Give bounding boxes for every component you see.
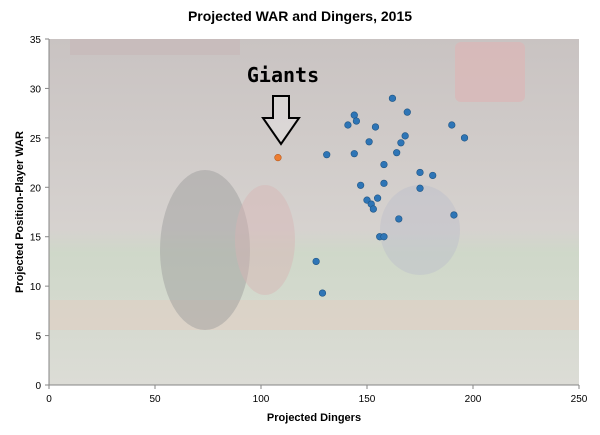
data-point — [416, 168, 424, 177]
data-point — [350, 111, 358, 119]
x-tick-label: 100 — [253, 394, 270, 405]
data-point — [448, 121, 456, 129]
x-tick-label: 200 — [465, 394, 482, 405]
data-point — [401, 132, 409, 140]
annotation-label: Giants — [247, 63, 319, 87]
data-point — [357, 181, 365, 189]
data-point — [371, 123, 380, 131]
y-tick-label: 10 — [30, 282, 42, 293]
background-photo — [49, 39, 579, 385]
data-point — [393, 149, 401, 157]
x-tick-label: 150 — [359, 394, 376, 405]
highlight-point — [274, 154, 282, 162]
y-axis-title: Projected Position-Player WAR — [14, 131, 26, 293]
data-point — [395, 215, 403, 223]
data-points — [274, 94, 469, 297]
giants-annotation: Giants — [247, 63, 319, 146]
data-point — [460, 134, 469, 142]
data-point — [369, 205, 377, 213]
x-tick-label: 0 — [46, 394, 52, 405]
data-point — [388, 94, 397, 102]
data-point — [312, 257, 320, 266]
y-tick-label: 5 — [35, 332, 41, 343]
data-point — [380, 233, 388, 241]
y-tick-label: 15 — [30, 233, 42, 244]
y-tick-label: 0 — [35, 381, 41, 392]
data-point — [429, 171, 437, 180]
data-point — [365, 138, 373, 146]
y-tick-labels: 0 5 10 15 20 25 30 35 — [30, 35, 49, 392]
data-point — [318, 289, 327, 297]
axes — [48, 39, 579, 386]
data-point — [323, 151, 331, 159]
data-point — [416, 184, 424, 192]
data-point — [374, 194, 382, 202]
down-arrow-icon — [261, 95, 301, 146]
x-tick-labels: 0 50 100 150 200 250 — [46, 385, 588, 405]
data-point — [350, 150, 358, 158]
data-point — [344, 121, 352, 129]
x-tick-label: 50 — [149, 394, 161, 405]
data-point — [380, 160, 388, 169]
data-point — [403, 108, 411, 116]
chart-title: Projected WAR and Dingers, 2015 — [188, 8, 412, 24]
data-point — [450, 211, 458, 219]
y-tick-label: 35 — [30, 35, 42, 46]
x-tick-label: 250 — [571, 394, 588, 405]
data-point — [380, 179, 388, 187]
y-tick-label: 20 — [30, 183, 42, 194]
y-tick-label: 25 — [30, 134, 42, 145]
y-tick-label: 30 — [30, 84, 42, 95]
data-point — [352, 117, 361, 125]
x-axis-title: Projected Dingers — [267, 412, 361, 424]
data-point — [397, 139, 405, 147]
